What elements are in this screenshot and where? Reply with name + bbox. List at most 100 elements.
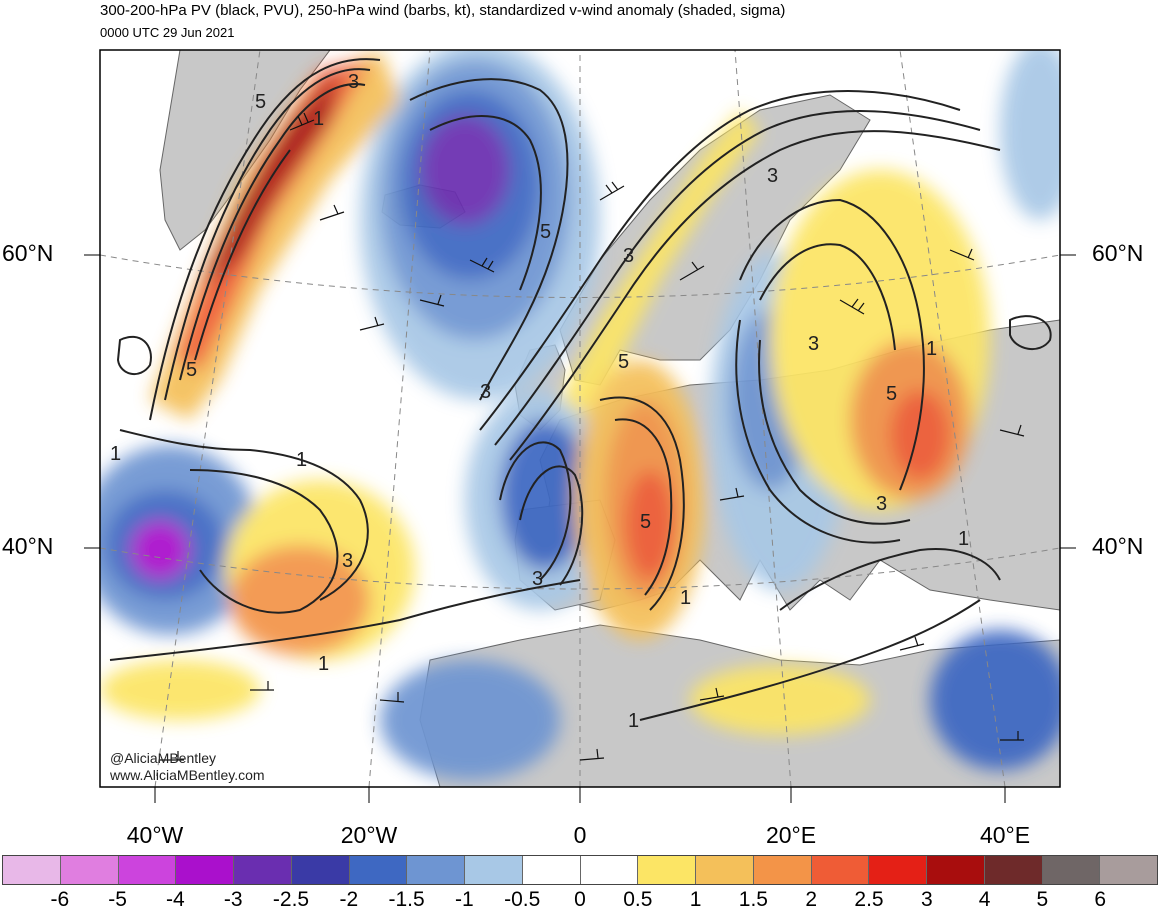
wind-barb — [999, 424, 1025, 437]
colorbar-tick-label: -3 — [223, 888, 243, 911]
lat-label-40n-left: 40°N — [2, 533, 54, 559]
colorbar-swatch — [869, 856, 927, 884]
pv-contour — [179, 83, 366, 381]
wind-barb — [419, 294, 445, 307]
contour-label: 3 — [623, 245, 634, 267]
graticule — [100, 50, 1060, 787]
lon-label-20w: 20°W — [340, 822, 398, 848]
weather-map: 5 1 3 5 3 1 3 5 1 1 3 3 5 3 1 5 3 1 3 5 … — [84, 49, 1076, 803]
colorbar-tick-label: 4 — [978, 888, 991, 911]
colorbar-tick-label: -6 — [50, 888, 70, 911]
contour-label: 1 — [926, 338, 937, 360]
wind-barb — [469, 257, 495, 273]
map-title: 300-200-hPa PV (black, PVU), 250-hPa win… — [100, 2, 786, 19]
wind-barb — [599, 181, 625, 201]
colorbar-swatch — [1100, 856, 1157, 884]
colorbar-tick-label: 2 — [805, 888, 818, 911]
contour-label: 3 — [348, 71, 359, 93]
contour-label: 5 — [540, 221, 551, 243]
pv-contour — [639, 599, 981, 721]
colorbar-tick-label: -2.5 — [272, 888, 310, 911]
colorbar-swatch — [118, 856, 177, 884]
graticule-lon-40w — [154, 50, 261, 787]
lat-label-40n-right: 40°N — [1092, 533, 1144, 559]
colorbar-swatch — [580, 856, 639, 884]
wind-barb — [579, 748, 605, 761]
colorbar-swatch — [465, 856, 523, 884]
graticule-lon-40e — [899, 50, 1006, 787]
wind-barb — [160, 751, 184, 761]
anomaly-shading — [100, 50, 1060, 780]
contour-label: 3 — [342, 550, 353, 572]
anomaly-pos-russia-core — [890, 390, 950, 480]
anomaly-pos-norway — [560, 110, 760, 420]
contour-label: 5 — [255, 91, 266, 113]
colorbar-tick-label: 3 — [920, 888, 933, 911]
colorbar-tick-label: -1 — [455, 888, 474, 911]
anomaly-neg-middle-east — [930, 630, 1060, 770]
contour-label: 1 — [110, 443, 121, 465]
pv-contour — [758, 339, 911, 525]
colorbar-swatch — [349, 856, 408, 884]
pv-contour — [499, 441, 572, 581]
colorbar-swatch — [1042, 856, 1101, 884]
colorbar-swatch — [60, 856, 119, 884]
pv-contour — [779, 548, 1001, 611]
wind-barbs — [160, 112, 1025, 761]
contour-label: 3 — [876, 493, 887, 515]
pv-contours — [109, 58, 1052, 721]
contour-label: 1 — [958, 528, 969, 550]
anomaly-pos-greenland-mid — [175, 60, 370, 370]
anomaly-neg-w-atlantic-core — [130, 520, 190, 580]
colorbar-tick-label: 6 — [1094, 888, 1107, 911]
contour-label: 5 — [886, 383, 897, 405]
credit-handle: @AliciaMBentley — [110, 750, 217, 766]
pv-contour — [494, 110, 981, 446]
lat-label-60n-right: 60°N — [1092, 240, 1144, 266]
colorbar-swatch — [176, 856, 234, 884]
anomaly-pos-mediterranean — [690, 665, 870, 735]
anomaly-pos-atlantic-south — [100, 660, 260, 720]
colorbar-tick-label: 1 — [689, 888, 702, 911]
colorbar-swatch — [291, 856, 350, 884]
colorbar-swatch — [984, 856, 1043, 884]
contour-label: 1 — [318, 653, 329, 675]
colorbar-tick-label: -2 — [339, 888, 359, 911]
pv-contour — [759, 243, 896, 351]
colorbar-swatch — [234, 856, 292, 884]
contour-label: 1 — [313, 108, 324, 130]
pv-contour — [116, 335, 152, 375]
colorbar-tick-label: 2.5 — [854, 888, 884, 911]
contour-label: 3 — [480, 381, 491, 403]
pv-contour — [409, 78, 569, 401]
anomaly-neg-n-africa — [380, 660, 560, 780]
wind-barb — [319, 204, 345, 221]
colorbar-tick-label: -1.5 — [388, 888, 425, 911]
pv-contour — [599, 396, 685, 611]
pv-contour — [614, 418, 673, 596]
colorbar-tick-label: -5 — [108, 888, 127, 911]
lon-label-40e: 40°E — [979, 822, 1031, 848]
contour-label: 3 — [808, 333, 819, 355]
pv-contour — [164, 68, 371, 401]
contour-label: 5 — [186, 359, 197, 381]
colorbar-swatch — [3, 856, 61, 884]
pv-contour — [479, 90, 961, 431]
wind-barb — [699, 687, 725, 701]
wind-barb — [250, 681, 274, 691]
wind-barb — [359, 316, 385, 331]
anomaly-pos-france-core — [625, 470, 675, 580]
contour-label: 1 — [680, 587, 691, 609]
colorbar-swatch — [811, 856, 870, 884]
colorbar-tick-label: -4 — [166, 888, 185, 911]
lon-label-40w: 40°W — [126, 822, 184, 848]
contour-label: 3 — [532, 568, 543, 590]
colorbar-swatch — [638, 856, 696, 884]
wind-barb — [899, 636, 925, 651]
valid-time: 0000 UTC 29 Jun 2021 — [100, 25, 235, 40]
pv-contour — [739, 198, 925, 491]
pv-contour — [189, 469, 339, 614]
colorbar-tick-label: -0.5 — [504, 888, 541, 911]
contour-label: 1 — [296, 449, 307, 471]
wind-barb — [1000, 731, 1024, 741]
